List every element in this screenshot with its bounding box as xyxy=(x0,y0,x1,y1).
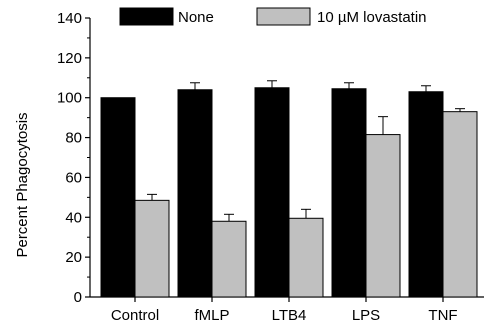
bar-none xyxy=(331,88,367,298)
x-tick-label: LPS xyxy=(352,307,380,324)
y-axis-title: Percent Phagocytosis xyxy=(14,112,31,257)
bar-lovastatin xyxy=(134,199,170,298)
y-tick-label: 20 xyxy=(65,249,82,266)
legend-swatch-none xyxy=(119,7,174,26)
bar-none xyxy=(408,91,444,298)
y-tick-label: 120 xyxy=(57,50,82,67)
bar-none xyxy=(254,87,290,298)
y-tick-label: 40 xyxy=(65,209,82,226)
bar-none xyxy=(177,89,213,298)
bar-lovastatin xyxy=(211,220,247,298)
legend-label-none: None xyxy=(178,9,214,26)
plot-area: 0 20 40 60 80 100 120 140 Control fMLP LTB4 LPS TNF xyxy=(57,10,484,324)
x-tick-label: fMLP xyxy=(194,307,229,324)
bar-lovastatin xyxy=(442,111,478,298)
legend-label-lovastatin: 10 µM lovastatin xyxy=(317,9,427,26)
x-tick-label: LTB4 xyxy=(272,307,307,324)
legend: None 10 µM lovastatin xyxy=(119,7,427,26)
y-tick-label: 140 xyxy=(57,10,82,27)
y-tick-label: 60 xyxy=(65,169,82,186)
y-tick-label: 100 xyxy=(57,90,82,107)
legend-swatch-lovastatin xyxy=(256,7,311,26)
y-tick-label: 0 xyxy=(74,289,82,306)
x-tick-label: TNF xyxy=(428,307,457,324)
bar-none xyxy=(100,97,136,298)
bar-lovastatin xyxy=(288,217,324,298)
y-tick-label: 80 xyxy=(65,130,82,147)
bar-lovastatin xyxy=(365,134,401,298)
x-tick-label: Control xyxy=(111,307,159,324)
